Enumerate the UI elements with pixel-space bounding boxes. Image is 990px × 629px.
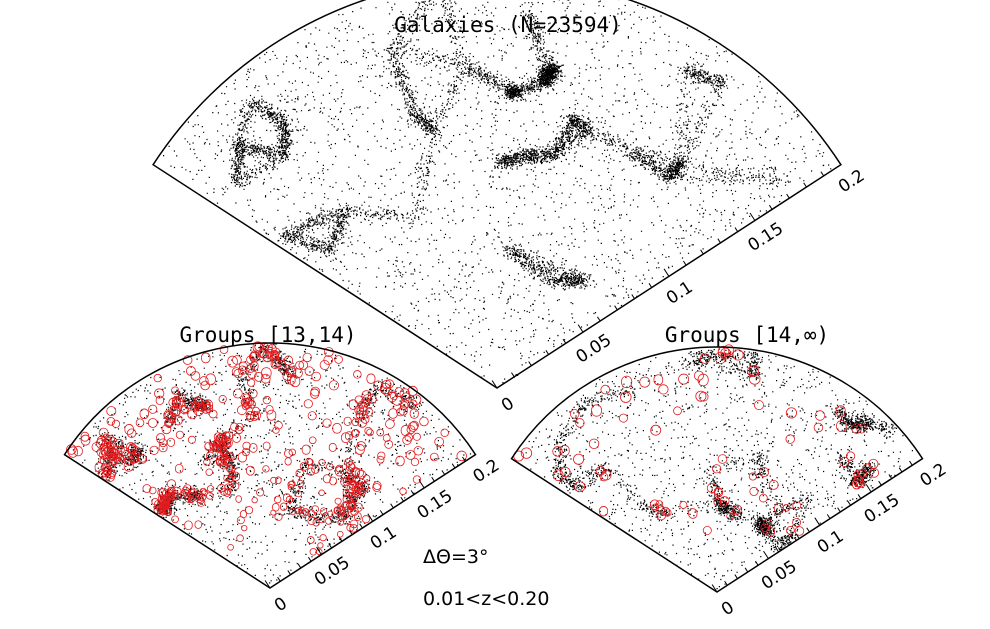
minor-tick	[744, 567, 749, 573]
minor-tick	[410, 490, 415, 495]
minor-tick	[734, 574, 738, 579]
minor-tick	[857, 494, 862, 499]
major-tick	[763, 550, 769, 559]
minor-tick	[562, 338, 567, 344]
minor-tick	[328, 543, 333, 549]
tick-label-0.15: 0.15	[414, 486, 457, 523]
redshift-range-annotation: 0.01<z<0.20	[423, 588, 549, 610]
radial-axis-groups-14-inf: 0 0.05 0.1 0.15 0.2	[711, 450, 951, 620]
major-tick	[749, 212, 756, 221]
minor-tick	[451, 463, 456, 469]
radial-axis-galaxies: 0 0.05 0.1 0.15 0.2	[491, 156, 869, 416]
delta-theta-annotation: ΔΘ=3°	[423, 546, 488, 568]
minor-tick	[826, 514, 831, 519]
wedge-frame-groups-14-inf	[510, 346, 924, 593]
minor-tick	[898, 467, 903, 473]
wedge-frame-groups-13-14	[63, 342, 477, 589]
minor-tick	[462, 456, 466, 462]
major-tick	[491, 380, 498, 389]
panel-groups-13-14: Groups [13,14) 0 0.05 0.1 0.15 0.2	[63, 323, 504, 616]
minor-tick	[287, 570, 291, 575]
tick-label-0.2: 0.2	[835, 166, 869, 198]
group-circles	[513, 344, 880, 537]
minor-tick	[754, 560, 759, 566]
minor-tick	[682, 260, 687, 266]
minor-tick	[277, 576, 281, 582]
minor-tick	[806, 527, 810, 533]
major-tick	[663, 268, 670, 277]
major-tick	[316, 546, 322, 555]
tick-label-0.05: 0.05	[573, 330, 616, 367]
minor-tick	[648, 283, 653, 288]
minor-tick	[511, 372, 515, 378]
panel-title-groups-14-inf: Groups [14,∞)	[665, 323, 829, 347]
galaxy-point-cloud	[72, 344, 472, 584]
major-tick	[835, 156, 842, 165]
minor-tick	[441, 470, 446, 475]
major-tick	[917, 450, 923, 459]
major-tick	[814, 517, 821, 526]
major-tick	[711, 584, 718, 593]
minor-tick	[400, 496, 405, 502]
galaxy-points	[72, 344, 472, 584]
tick-label-0.1: 0.1	[367, 522, 401, 554]
minor-tick	[847, 500, 852, 506]
minor-tick	[390, 503, 394, 509]
major-tick	[865, 484, 872, 493]
major-tick	[367, 513, 374, 522]
minor-tick	[820, 171, 825, 177]
minor-tick	[768, 204, 773, 210]
minor-tick	[878, 480, 882, 486]
tick-label-0.1: 0.1	[814, 526, 848, 558]
tick-label-0: 0	[718, 597, 738, 620]
wedge-frame-galaxies	[152, 0, 842, 389]
minor-tick	[724, 580, 728, 586]
minor-tick	[359, 523, 363, 529]
panel-groups-14-inf: Groups [14,∞) 0 0.05 0.1 0.15 0.2	[510, 323, 951, 620]
minor-tick	[631, 294, 635, 299]
tick-label-0.2: 0.2	[917, 460, 951, 492]
tick-label-0.05: 0.05	[311, 553, 354, 590]
group-circles	[66, 341, 467, 556]
tick-label-0.15: 0.15	[861, 490, 904, 527]
major-tick	[470, 446, 476, 455]
minor-tick	[297, 563, 302, 569]
tick-label-0: 0	[271, 593, 291, 616]
tick-label-0.05: 0.05	[758, 557, 801, 594]
minor-tick	[307, 556, 312, 562]
tick-label-0.15: 0.15	[744, 219, 787, 256]
minor-tick	[528, 361, 532, 366]
minor-tick	[379, 510, 384, 515]
minor-tick	[338, 536, 343, 542]
minor-tick	[717, 238, 721, 244]
minor-tick	[614, 305, 618, 311]
minor-tick	[545, 350, 550, 355]
minor-tick	[775, 547, 780, 553]
major-tick	[418, 480, 425, 489]
minor-tick	[349, 530, 353, 535]
tick-label-0: 0	[498, 393, 518, 416]
major-tick	[577, 324, 584, 333]
group-circle-markers	[513, 344, 880, 537]
galaxy-point-cloud	[525, 348, 913, 590]
panel-title-galaxies: Galaxies (N=23594)	[394, 13, 622, 37]
minor-tick	[431, 476, 435, 482]
group-circle-markers	[66, 341, 467, 556]
minor-tick	[734, 227, 739, 232]
tick-label-0.1: 0.1	[663, 277, 697, 309]
minor-tick	[596, 316, 601, 322]
minor-tick	[803, 182, 807, 188]
minor-tick	[796, 534, 800, 539]
minor-tick	[786, 193, 790, 199]
galaxy-points	[525, 348, 913, 590]
minor-tick	[837, 507, 841, 513]
major-tick	[264, 580, 271, 589]
minor-tick	[785, 540, 790, 546]
minor-tick	[700, 249, 704, 255]
minor-tick	[888, 474, 893, 479]
tick-label-0.2: 0.2	[470, 456, 504, 488]
minor-tick	[909, 460, 913, 466]
